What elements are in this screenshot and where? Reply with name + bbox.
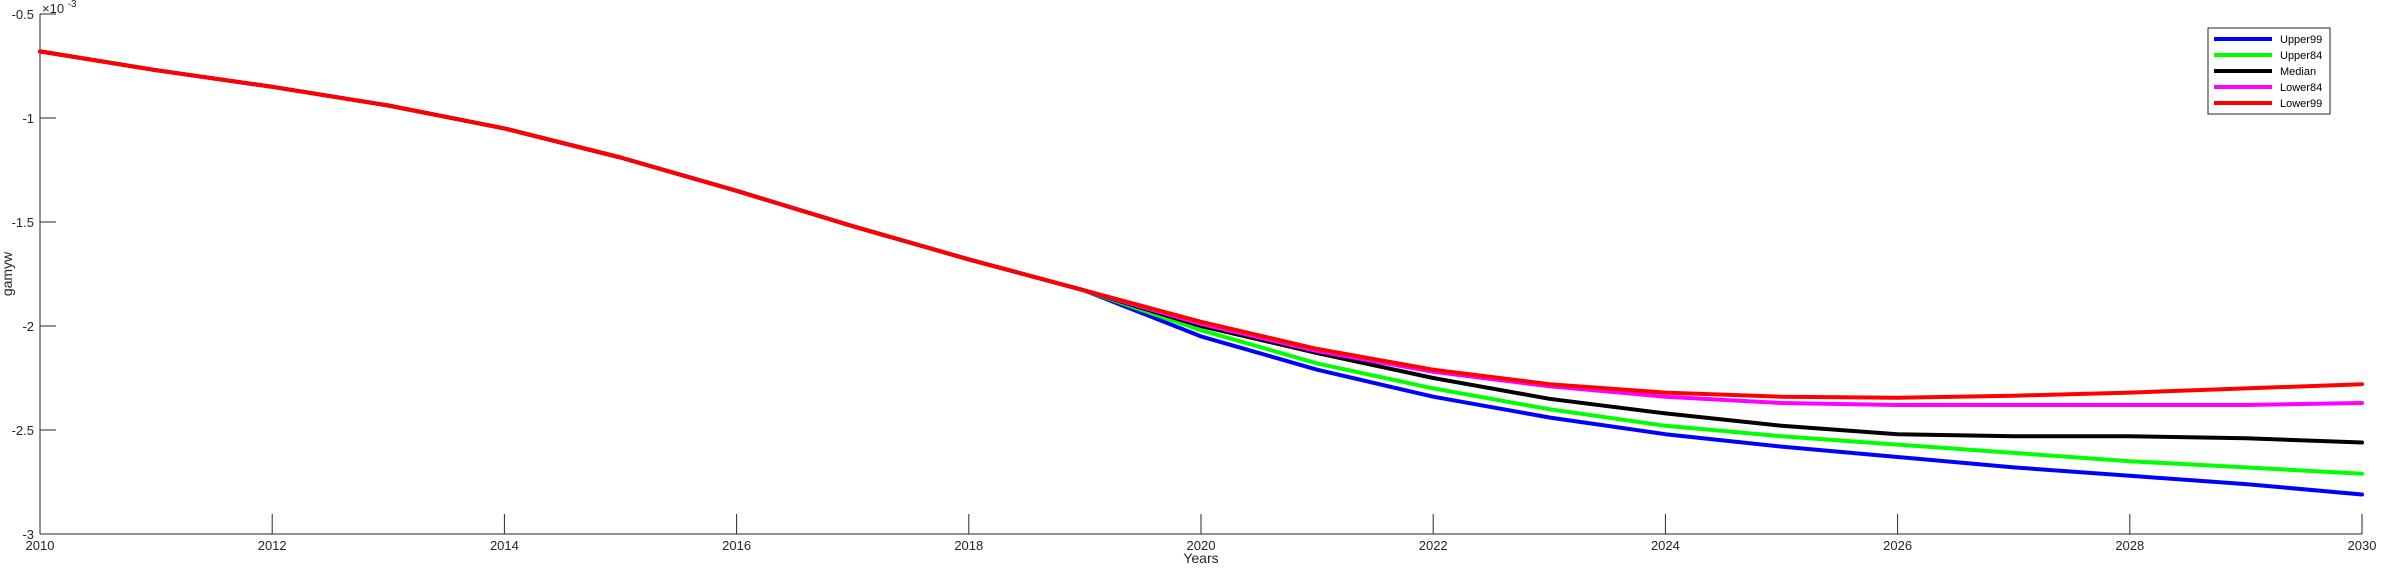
- legend: Upper99 Upper84 Median Lower84 Lower99: [2207, 27, 2331, 115]
- x-tick-label: 2028: [2115, 538, 2144, 553]
- y-tick-label: -0.5: [12, 7, 34, 22]
- exponent-power: -3: [68, 0, 77, 10]
- y-tick-label: -1: [22, 111, 34, 126]
- x-tick-label: 2024: [1651, 538, 1680, 553]
- legend-label-upper84: Upper84: [2280, 50, 2322, 62]
- x-tick-label: 2014: [490, 538, 519, 553]
- y-axis-exponent: ×10 -3: [42, 0, 77, 16]
- exponent-base: ×10: [42, 1, 64, 16]
- series-line-lower99: [38, 49, 2364, 400]
- x-tick-label: 2016: [722, 538, 751, 553]
- y-tick-label: -2: [22, 319, 34, 334]
- legend-label-lower84: Lower84: [2280, 82, 2322, 94]
- legend-label-upper99: Upper99: [2280, 34, 2322, 46]
- x-tick-label: 2020: [1187, 538, 1216, 553]
- y-tick-label: -2.5: [12, 423, 34, 438]
- legend-label-median: Median: [2280, 66, 2316, 78]
- series-layer: [38, 49, 2364, 497]
- x-tick-label: 2026: [1883, 538, 1912, 553]
- x-axis-label: Years: [1183, 550, 1218, 566]
- x-tick-label: 2030: [2348, 538, 2377, 553]
- x-tick-label: 2018: [954, 538, 983, 553]
- y-axis-label: gamyw: [0, 251, 15, 296]
- y-tick-label: -1.5: [12, 215, 34, 230]
- x-tick-label: 2012: [258, 538, 287, 553]
- x-tick-label: 2022: [1419, 538, 1448, 553]
- y-tick-label: -3: [22, 527, 34, 542]
- legend-label-lower99: Lower99: [2280, 98, 2322, 110]
- axes: 2010 2012 2014 2016 2018 2020 2022 2024 2026 2028…: [12, 7, 2377, 553]
- x-tick-label: 2010: [26, 538, 55, 553]
